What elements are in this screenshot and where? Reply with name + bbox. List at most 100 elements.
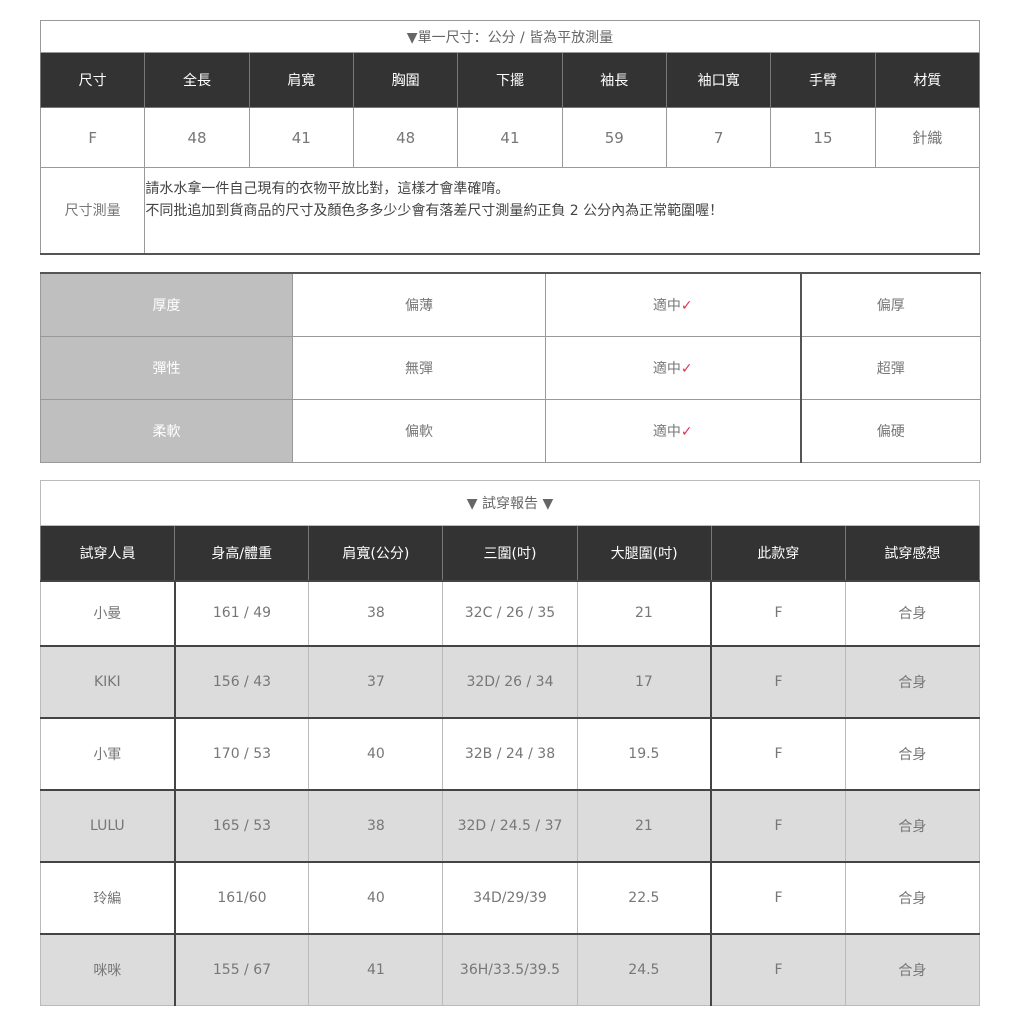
feel-option: 無彈 [292,335,546,400]
feel-option-label: 無彈 [405,360,433,377]
size-value: 針織 [874,107,981,168]
fit-cell: 156 / 43 [173,645,310,718]
fit-cell: F [710,580,846,646]
fit-cell: 合身 [844,645,981,718]
size-value: 15 [770,107,876,168]
feel-option: 適中✓ [545,398,801,463]
size-header: 胸圍 [352,52,459,108]
fit-cell: LULU [39,789,176,862]
table-row: LULU 165 / 53 38 32D / 24.5 / 37 21 F 合身 [39,789,981,862]
size-header: 袖口寬 [665,52,772,108]
feel-option: 適中✓ [545,272,801,337]
fabric-feel-table: 厚度 偏薄 適中✓ 偏厚 彈性 無彈 適中✓ 超彈 柔軟 偏軟 適中✓ 偏硬 [40,272,981,463]
size-header: 下擺 [457,52,563,108]
fit-cell: 38 [308,789,444,862]
note-label: 尺寸測量 [39,167,146,254]
fit-cell: F [710,645,846,718]
feel-option-label: 偏硬 [876,423,905,440]
size-value: 48 [144,107,250,168]
feel-label: 彈性 [40,335,293,400]
fit-cell: 41 [308,933,444,1006]
size-header: 袖長 [561,52,667,108]
fit-report-title: ▼ 試穿報告 ▼ [40,480,980,526]
feel-option-label: 偏軟 [405,423,433,440]
note-text: 請水水拿一件自己現有的衣物平放比對，這樣才會準確唷。 不同批追加到貨商品的尺寸及… [144,167,980,254]
size-header: 尺寸 [39,52,146,108]
fit-cell: 32B / 24 / 38 [442,717,578,790]
fit-cell: 37 [308,645,444,718]
table-row: 小軍 170 / 53 40 32B / 24 / 38 19.5 F 合身 [39,717,981,790]
fit-cell: 合身 [844,580,981,646]
fit-cell: 17 [576,645,712,718]
size-value: 41 [248,107,354,168]
size-value: 41 [457,107,563,168]
fit-cell: 32C / 26 / 35 [442,580,578,646]
size-header: 全長 [144,52,250,108]
size-header: 手臂 [770,52,876,108]
fit-cell: 155 / 67 [173,933,310,1006]
fit-cell: 40 [308,717,444,790]
feel-option-label: 偏薄 [405,297,433,314]
fit-cell: 21 [576,580,712,646]
table-row: 玲編 161/60 40 34D/29/39 22.5 F 合身 [39,861,981,934]
fit-cell: 32D/ 26 / 34 [442,645,578,718]
size-value: 7 [665,107,772,168]
feel-row: 厚度 偏薄 適中✓ 偏厚 [40,272,981,337]
fit-cell: 小曼 [39,580,176,646]
fit-cell: 165 / 53 [173,789,310,862]
feel-option-label: 適中 [652,297,681,314]
fit-cell: 36H/33.5/39.5 [442,933,578,1006]
fit-cell: 161 / 49 [173,580,310,646]
size-table-title: ▼單一尺寸：公分 / 皆為平放測量 [40,20,980,53]
fit-cell: 小軍 [39,717,176,790]
fit-cell: 合身 [844,933,981,1006]
feel-option-label: 適中 [652,423,681,440]
fit-header: 肩寬(公分) [308,525,444,581]
feel-option-label: 偏厚 [876,297,905,314]
fit-cell: F [710,933,846,1006]
note-line: 不同批追加到貨商品的尺寸及顏色多多少少會有落差尺寸測量約正負 2 公分內為正常範… [145,203,724,219]
feel-label: 柔軟 [40,398,293,463]
fit-cell: 161/60 [173,861,310,934]
fit-header: 此款穿 [710,525,846,581]
feel-row: 彈性 無彈 適中✓ 超彈 [40,335,981,400]
fit-cell: F [710,861,846,934]
fit-cell: 咪咪 [39,933,176,1006]
fit-cell: 21 [576,789,712,862]
feel-option: 偏軟 [292,398,546,463]
check-icon: ✓ [680,360,693,377]
table-row: 小曼 161 / 49 38 32C / 26 / 35 21 F 合身 [39,580,981,646]
size-value: 59 [561,107,667,168]
fit-cell: F [710,717,846,790]
feel-row: 柔軟 偏軟 適中✓ 偏硬 [40,398,981,463]
fit-header: 試穿感想 [844,525,981,581]
feel-option: 偏硬 [799,398,981,463]
fit-cell: 22.5 [576,861,712,934]
fit-cell: 19.5 [576,717,712,790]
fit-cell: F [710,789,846,862]
note-line: 請水水拿一件自己現有的衣物平放比對，這樣才會準確唷。 [145,181,510,197]
fit-header: 身高/體重 [174,525,310,581]
fit-cell: 合身 [844,861,981,934]
fit-cell: 32D / 24.5 / 37 [442,789,578,862]
size-value: F [39,107,146,168]
feel-option-label: 適中 [652,360,681,377]
fit-cell: 玲編 [39,861,176,934]
fit-cell: 34D/29/39 [442,861,578,934]
fit-header: 三圍(吋) [442,525,578,581]
table-row: 咪咪 155 / 67 41 36H/33.5/39.5 24.5 F 合身 [39,933,981,1006]
fit-cell: 24.5 [576,933,712,1006]
fit-header: 試穿人員 [39,525,176,581]
fit-cell: KIKI [39,645,176,718]
fit-cell: 合身 [844,789,981,862]
fit-cell: 170 / 53 [173,717,310,790]
feel-label: 厚度 [40,272,293,337]
feel-option: 偏厚 [799,272,981,337]
feel-option: 超彈 [799,335,981,400]
table-row: KIKI 156 / 43 37 32D/ 26 / 34 17 F 合身 [39,645,981,718]
size-header: 肩寬 [248,52,354,108]
feel-option-label: 超彈 [876,360,905,377]
check-icon: ✓ [680,423,693,440]
check-icon: ✓ [680,297,693,314]
